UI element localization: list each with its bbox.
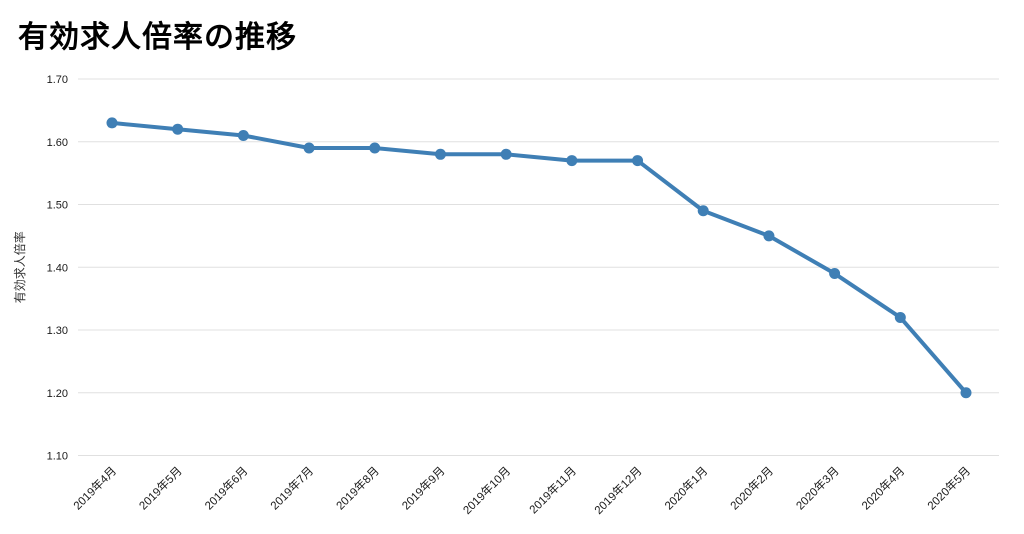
data-point <box>303 142 315 154</box>
data-point <box>894 311 906 323</box>
y-axis-title: 有効求人倍率 <box>12 231 27 303</box>
y-tick-label: 1.30 <box>47 325 68 337</box>
x-tick-label: 2020年2月 <box>727 464 776 513</box>
x-tick-label: 2019年10月 <box>460 464 513 517</box>
data-point <box>106 117 118 129</box>
x-tick-label: 2020年1月 <box>662 464 711 513</box>
x-tick-label: 2019年5月 <box>136 464 185 513</box>
x-tick-label: 2019年8月 <box>333 464 382 513</box>
x-tick-label: 2020年5月 <box>924 464 973 513</box>
data-point <box>500 148 512 160</box>
data-point <box>566 155 578 167</box>
data-point <box>369 142 381 154</box>
x-tick-label: 2020年4月 <box>859 464 908 513</box>
x-tick-label: 2019年4月 <box>70 464 119 513</box>
chart-title: 有効求人倍率の推移 <box>18 21 297 54</box>
x-tick-label: 2019年12月 <box>591 464 644 517</box>
y-tick-label: 1.60 <box>47 137 68 149</box>
y-tick-label: 1.40 <box>47 262 68 274</box>
data-point <box>763 230 775 242</box>
data-point <box>829 268 841 280</box>
x-tick-label: 2019年9月 <box>399 464 448 513</box>
data-point <box>960 387 972 399</box>
y-tick-label: 1.20 <box>47 388 68 400</box>
data-line <box>110 120 968 395</box>
data-point <box>632 155 644 167</box>
x-tick-label: 2019年11月 <box>526 464 579 517</box>
data-point <box>237 129 249 141</box>
y-tick-label: 1.10 <box>47 451 68 463</box>
y-tick-label: 1.70 <box>47 74 68 86</box>
x-tick-label: 2019年6月 <box>202 464 251 513</box>
x-tick-label: 2019年7月 <box>267 464 316 513</box>
y-tick-label: 1.50 <box>47 200 68 212</box>
data-point <box>697 205 709 217</box>
data-point <box>172 123 184 135</box>
data-point <box>434 148 446 160</box>
x-tick-label: 2020年3月 <box>793 464 842 513</box>
